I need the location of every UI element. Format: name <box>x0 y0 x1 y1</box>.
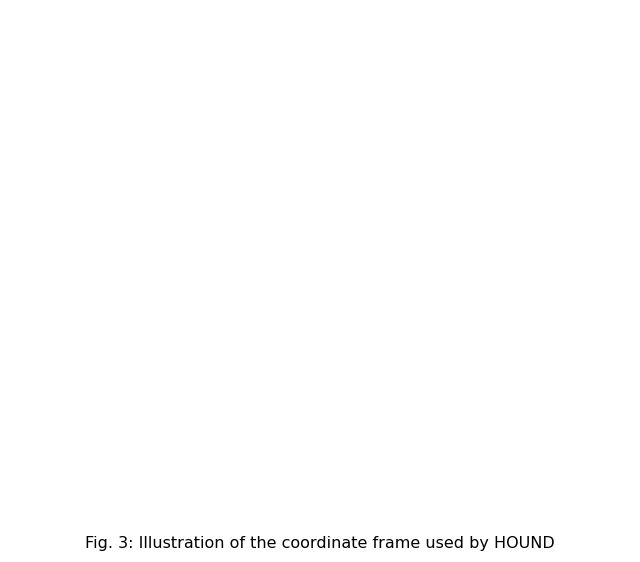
Text: Fig. 3: Illustration of the coordinate frame used by HOUND: Fig. 3: Illustration of the coordinate f… <box>85 536 555 551</box>
